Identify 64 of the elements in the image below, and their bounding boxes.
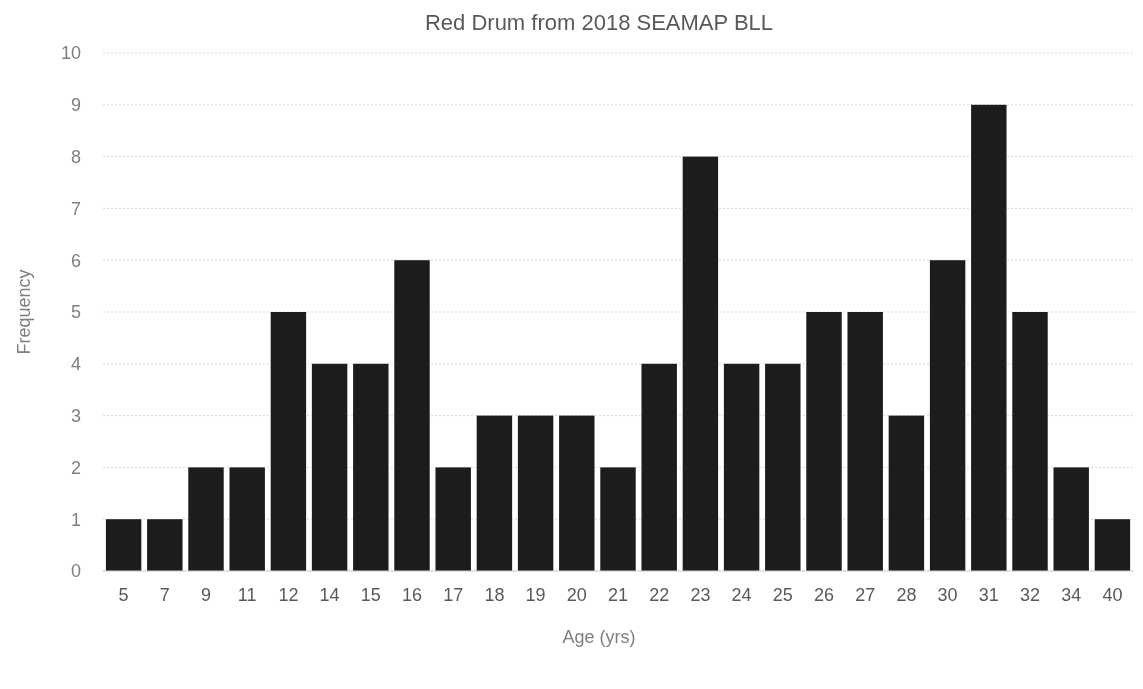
bar [311, 363, 348, 571]
bar [765, 363, 801, 571]
bar [888, 415, 925, 571]
x-tick-label: 14 [319, 585, 340, 605]
y-tick-label: 0 [70, 561, 81, 582]
x-tick-label: 19 [525, 585, 546, 605]
bar [600, 467, 636, 571]
bar [147, 519, 183, 571]
bar [559, 415, 595, 571]
bar [1012, 312, 1048, 571]
bar [682, 156, 719, 571]
x-tick-label: 25 [772, 585, 793, 605]
x-tick-label: 40 [1102, 585, 1123, 605]
x-axis-title: Age (yrs) [562, 627, 636, 647]
bar [1094, 519, 1131, 571]
x-tick-label: 7 [159, 585, 170, 605]
bar [641, 363, 677, 571]
bar [229, 467, 265, 571]
y-tick-label: 10 [60, 43, 81, 64]
y-tick-label: 2 [70, 457, 81, 478]
bar [847, 312, 883, 571]
x-tick-label: 24 [731, 585, 752, 605]
x-tick-label: 28 [896, 585, 917, 605]
bar [971, 104, 1007, 571]
x-tick-label: 20 [566, 585, 587, 605]
bar [435, 467, 471, 571]
x-tick-label: 5 [118, 585, 129, 605]
y-tick-label: 1 [70, 509, 81, 530]
x-tick-label: 31 [978, 585, 999, 605]
x-tick-label: 12 [278, 585, 299, 605]
bar [1053, 467, 1089, 571]
bar [270, 312, 307, 571]
x-tick-label: 22 [649, 585, 670, 605]
y-tick-label: 6 [70, 250, 81, 271]
bar [806, 312, 842, 571]
x-tick-label: 34 [1061, 585, 1082, 605]
bar [188, 467, 224, 571]
chart-title: Red Drum from 2018 SEAMAP BLL [424, 10, 774, 35]
bar [105, 519, 142, 571]
x-tick-label: 23 [690, 585, 711, 605]
y-tick-label: 4 [70, 354, 81, 375]
x-tick-label: 21 [607, 585, 629, 605]
x-tick-label: 30 [937, 585, 958, 605]
x-tick-label: 9 [200, 585, 212, 605]
bar [929, 260, 966, 571]
bar [517, 415, 554, 571]
y-tick-label: 5 [70, 302, 81, 323]
bar [476, 415, 513, 571]
x-tick-label: 15 [360, 585, 381, 605]
y-tick-label: 3 [70, 405, 81, 426]
bar [394, 260, 430, 571]
x-tick-label: 11 [237, 585, 257, 605]
y-axis-title: Frequency [14, 269, 34, 355]
x-tick-label: 32 [1019, 585, 1041, 605]
y-tick-label: 8 [70, 146, 81, 167]
y-tick-label: 9 [70, 95, 81, 116]
y-tick-label: 7 [70, 198, 81, 219]
bar [723, 363, 760, 571]
x-tick-label: 17 [443, 585, 464, 605]
x-tick-label: 18 [484, 585, 505, 605]
x-tick-label: 27 [855, 585, 876, 605]
bar [353, 363, 389, 571]
x-tick-label: 26 [813, 585, 835, 605]
x-tick-label: 16 [401, 585, 423, 605]
